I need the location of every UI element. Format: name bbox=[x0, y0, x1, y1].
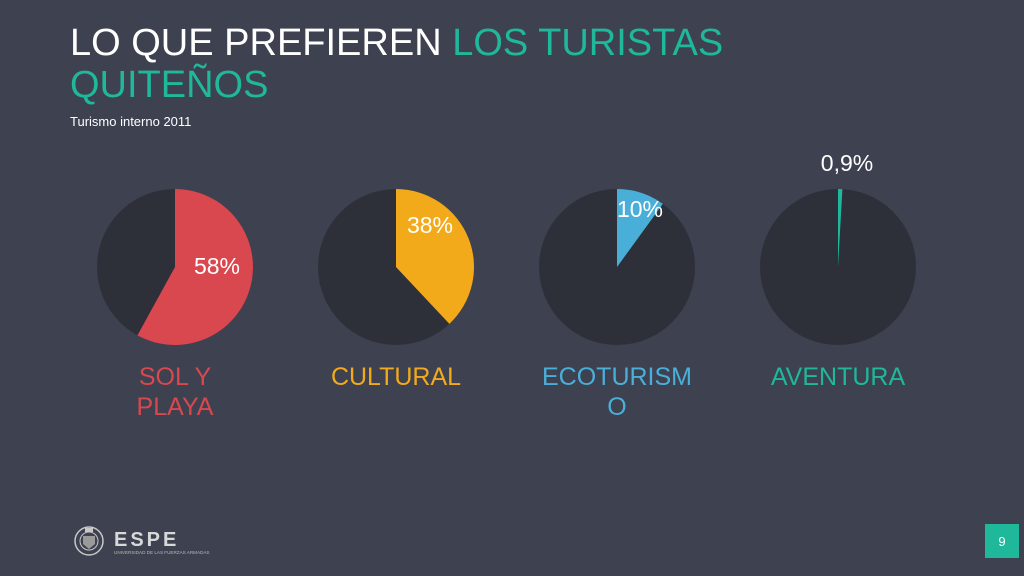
pie-cultural: 38% bbox=[318, 189, 474, 345]
category-label-line: SOL Y bbox=[138, 363, 212, 391]
category-label-line: AVENTURA bbox=[770, 363, 906, 391]
title-part-accent: LOS TURISTAS QUITEÑOS bbox=[70, 22, 724, 106]
data-label-aventura: 0,9% bbox=[821, 150, 873, 176]
crest-icon bbox=[74, 526, 104, 556]
slide-title: LO QUE PREFIEREN LOS TURISTAS QUITEÑOS bbox=[70, 22, 830, 106]
pie-slice-ecoturismo bbox=[617, 189, 663, 267]
slide-subtitle: Turismo interno 2011 bbox=[70, 114, 192, 129]
pie-slice-aventura bbox=[838, 188, 843, 267]
logo-subtext: UNIVERSIDAD DE LAS FUERZAS ARMADAS bbox=[114, 550, 209, 555]
pie-sol-y-playa: 58% bbox=[97, 189, 254, 345]
category-label-line: CULTURAL bbox=[330, 363, 462, 391]
category-label-line: PLAYA bbox=[136, 393, 214, 421]
pie-ecoturismo: 10% bbox=[539, 189, 695, 345]
category-label-cultural: CULTURAL bbox=[311, 362, 481, 392]
category-label-ecoturismo: ECOTURISM O bbox=[532, 362, 702, 422]
title-part-white: LO QUE PREFIEREN bbox=[70, 22, 453, 64]
category-label-sol-y-playa: SOL Y PLAYA bbox=[90, 362, 260, 422]
data-label-ecoturismo: 10% bbox=[617, 196, 663, 222]
espe-logo: ESPE UNIVERSIDAD DE LAS FUERZAS ARMADAS bbox=[74, 526, 209, 556]
logo-text: ESPE bbox=[114, 529, 179, 551]
category-label-line: O bbox=[607, 393, 627, 421]
data-label-sol-y-playa: 58% bbox=[194, 253, 240, 279]
category-label-aventura: AVENTURA bbox=[753, 362, 923, 392]
pie-slice-sol-y-playa bbox=[137, 189, 254, 345]
pie-aventura: 0,9% bbox=[760, 150, 916, 345]
category-label-line: ECOTURISM bbox=[542, 363, 692, 391]
pie-slice-cultural bbox=[396, 189, 474, 324]
page-number: 9 bbox=[985, 524, 1019, 558]
data-label-cultural: 38% bbox=[407, 212, 453, 238]
